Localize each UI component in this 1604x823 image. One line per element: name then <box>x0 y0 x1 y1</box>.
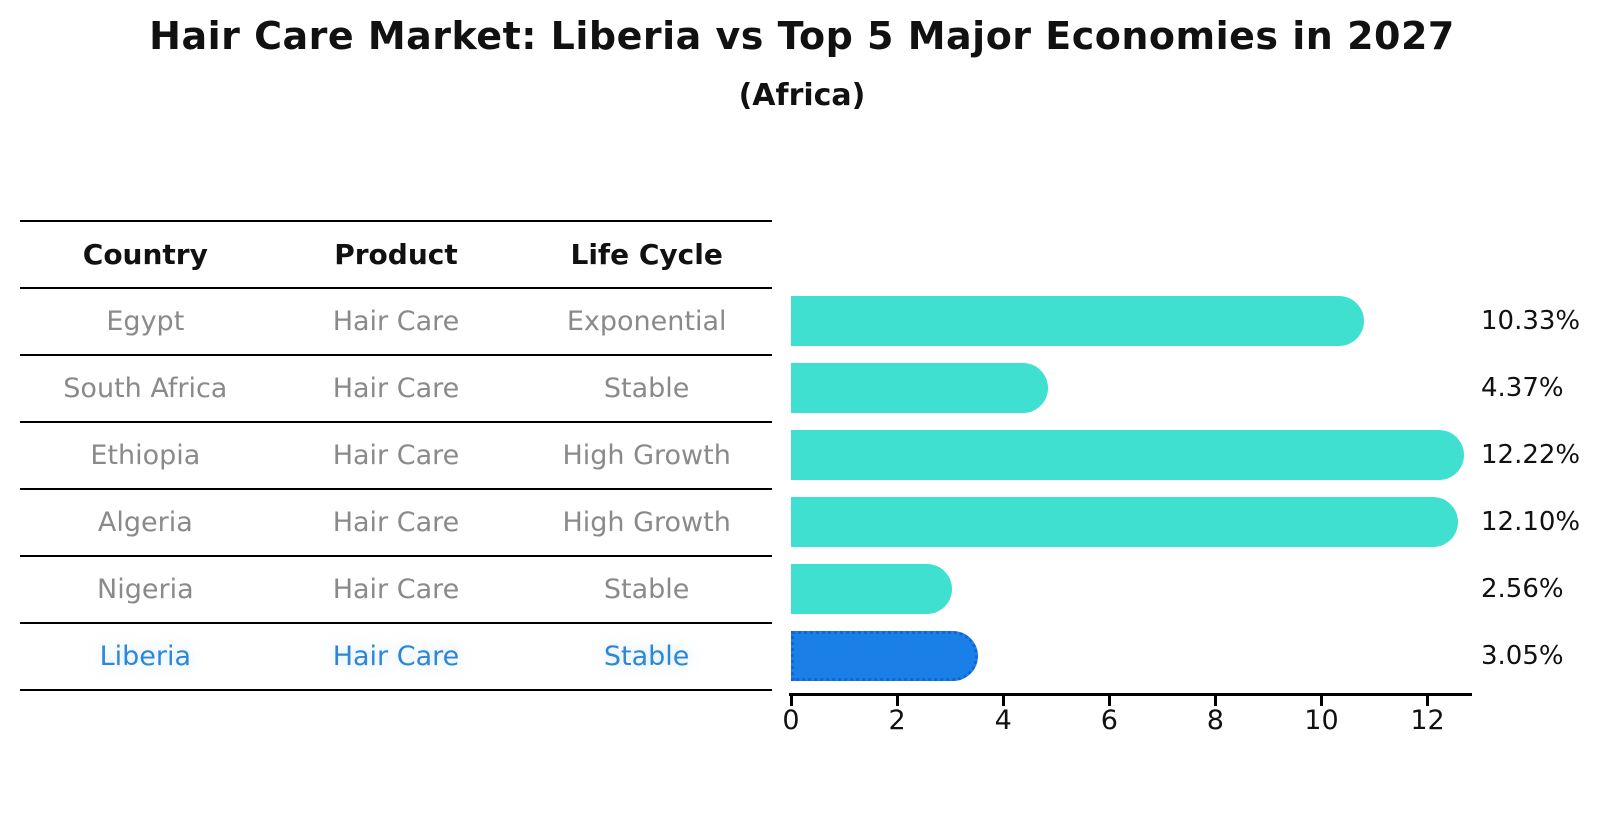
cell-product: Hair Care <box>332 641 460 672</box>
x-axis-tick-label: 0 <box>782 705 800 736</box>
cell-product: Hair Care <box>332 306 460 337</box>
cell-life-cycle: Stable <box>603 373 690 404</box>
bar-value-label: 12.10% <box>1481 506 1581 537</box>
cell-life-cycle: Stable <box>603 641 690 672</box>
table-header-row: Country Product Life Cycle <box>20 220 772 289</box>
x-axis-tick-label: 8 <box>1206 705 1224 736</box>
x-axis-tick-label: 6 <box>1100 705 1118 736</box>
table-row: Liberia Hair Care Stable <box>20 624 772 691</box>
bar-value-label: 3.05% <box>1481 640 1564 671</box>
x-axis-tick <box>1213 696 1217 706</box>
bar-value-label: 10.33% <box>1481 305 1581 336</box>
table-row: Ethiopia Hair Care High Growth <box>20 423 772 490</box>
bar-algeria <box>791 496 1458 547</box>
table-body: Egypt Hair Care Exponential South Africa… <box>20 289 772 691</box>
table-row: Nigeria Hair Care Stable <box>20 557 772 624</box>
x-axis-tick <box>1107 696 1111 706</box>
column-header-life-cycle: Life Cycle <box>570 238 723 271</box>
x-axis-tick-label: 10 <box>1304 705 1339 736</box>
cell-life-cycle: Stable <box>603 574 690 605</box>
bar-value-label: 12.22% <box>1481 439 1581 470</box>
cell-life-cycle: High Growth <box>562 440 731 471</box>
cell-country: Ethiopia <box>90 440 201 471</box>
country-table: Country Product Life Cycle Egypt Hair Ca… <box>20 220 772 691</box>
cell-country: Egypt <box>106 306 185 337</box>
cell-product: Hair Care <box>332 440 460 471</box>
bar-liberia <box>791 630 978 681</box>
cell-life-cycle: Exponential <box>566 306 727 337</box>
x-axis-tick-label: 2 <box>888 705 906 736</box>
cell-country: Nigeria <box>97 574 194 605</box>
bar-south-africa <box>791 362 1048 413</box>
table-row: Algeria Hair Care High Growth <box>20 490 772 557</box>
chart-title: Hair Care Market: Liberia vs Top 5 Major… <box>149 14 1455 58</box>
chart-subtitle: (Africa) <box>738 78 866 113</box>
x-axis-tick <box>1319 696 1323 706</box>
x-axis-tick <box>1001 696 1005 706</box>
x-axis-tick <box>1426 696 1430 706</box>
cell-product: Hair Care <box>332 574 460 605</box>
cell-country: Algeria <box>97 507 193 538</box>
cell-country: South Africa <box>63 373 228 404</box>
x-axis-line <box>789 693 1472 696</box>
bar-egypt <box>791 295 1364 346</box>
table-row: Egypt Hair Care Exponential <box>20 289 772 356</box>
cell-life-cycle: High Growth <box>562 507 731 538</box>
bar-value-label: 4.37% <box>1481 372 1564 403</box>
bar-ethiopia <box>791 429 1465 480</box>
table-row: South Africa Hair Care Stable <box>20 356 772 423</box>
cell-product: Hair Care <box>332 507 460 538</box>
x-axis-tick-label: 4 <box>994 705 1012 736</box>
bar-nigeria <box>791 563 952 614</box>
x-axis-tick-label: 12 <box>1410 705 1445 736</box>
x-axis-tick <box>789 696 793 706</box>
column-header-product: Product <box>334 238 458 271</box>
x-axis-tick <box>895 696 899 706</box>
cell-country: Liberia <box>99 641 192 672</box>
column-header-country: Country <box>82 238 208 271</box>
cell-product: Hair Care <box>332 373 460 404</box>
bar-value-label: 2.56% <box>1481 573 1564 604</box>
